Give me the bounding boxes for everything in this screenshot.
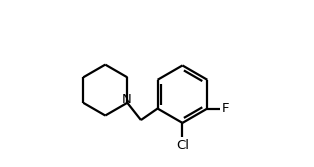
Text: N: N <box>122 93 131 106</box>
Text: F: F <box>222 102 229 115</box>
Text: Cl: Cl <box>176 138 189 151</box>
